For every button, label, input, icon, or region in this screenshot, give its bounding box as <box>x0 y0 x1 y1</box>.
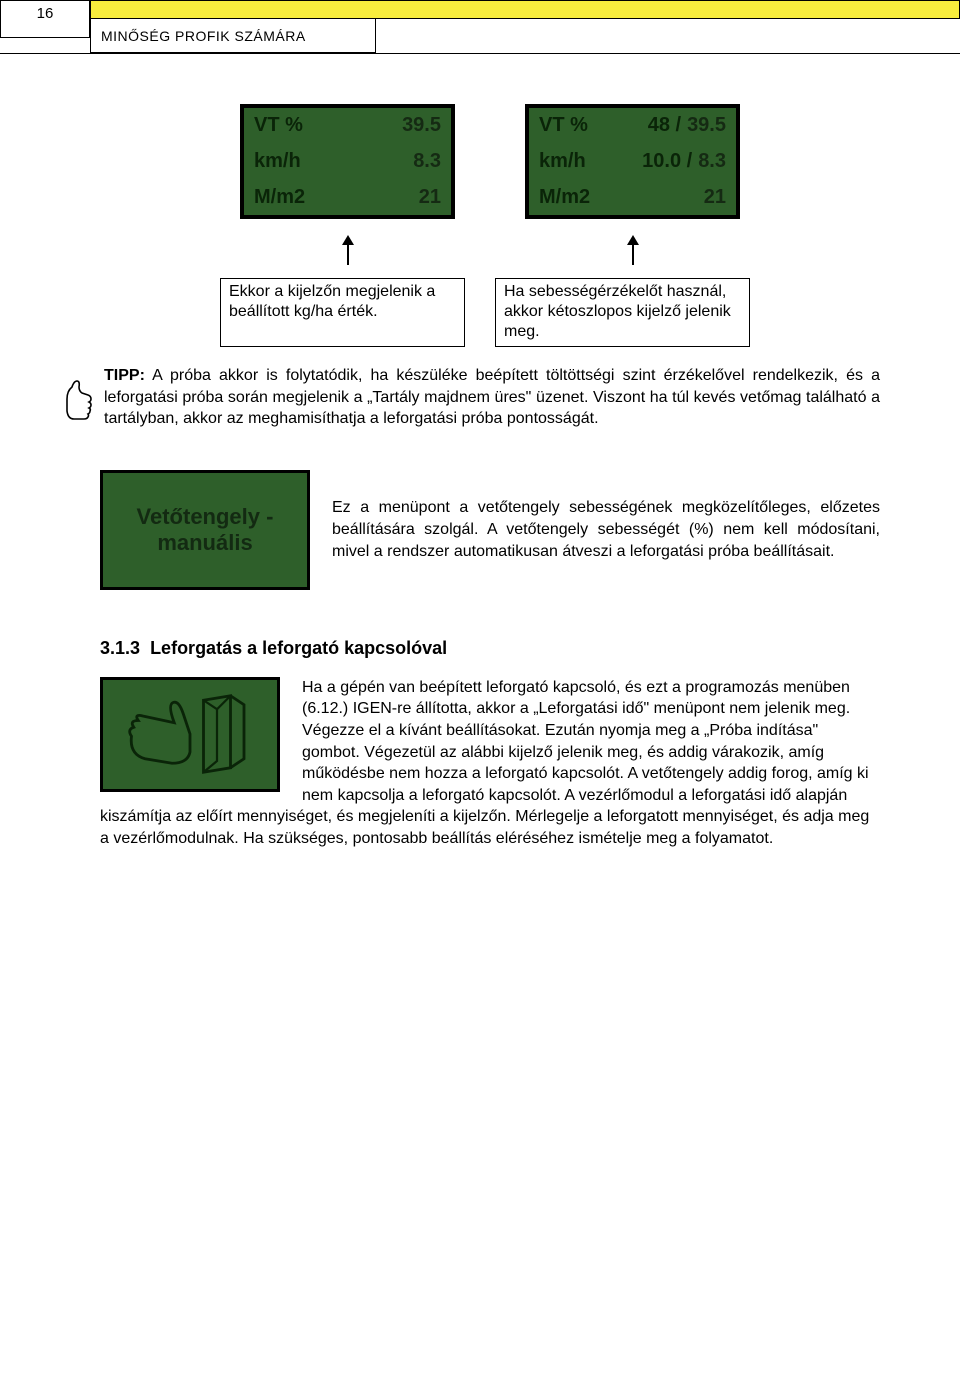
lcd-row: VT % 39.5 km/h 8.3 M/m2 21 VT % 48 / 39.… <box>100 104 880 219</box>
switch-icon-box <box>100 677 280 792</box>
arrow-up-icon <box>625 235 641 265</box>
section-body: Ha a gépén van beépített leforgató kapcs… <box>60 677 880 850</box>
header-right: MINŐSÉG PROFIK SZÁMÁRA <box>90 0 960 53</box>
lcd-left-r1-label: VT % <box>254 114 303 137</box>
page-number: 16 <box>0 0 90 38</box>
page-header: 16 MINŐSÉG PROFIK SZÁMÁRA <box>0 0 960 54</box>
subtitle-text: MINŐSÉG PROFIK SZÁMÁRA <box>101 28 306 44</box>
subtitle-row: MINŐSÉG PROFIK SZÁMÁRA <box>90 19 960 53</box>
menubox-line1: Vetőtengely - <box>137 504 274 529</box>
lcd-right: VT % 48 / 39.5 km/h 10.0 / 8.3 M/m2 21 <box>525 104 740 219</box>
arrow-left <box>240 235 455 272</box>
thumb-up-icon <box>60 377 96 425</box>
arrow-right <box>525 235 740 272</box>
lcd-right-r2-label: km/h <box>539 150 586 173</box>
hand-switch-icon <box>120 689 260 779</box>
caption-row: Ekkor a kijelzőn megjelenik a beállított… <box>90 278 880 347</box>
arrow-up-icon <box>340 235 356 265</box>
caption-right: Ha sebességérzékelőt használ, akkor kéto… <box>495 278 750 347</box>
caption-left: Ekkor a kijelzőn megjelenik a beállított… <box>220 278 465 347</box>
lcd-right-r2-v2: 8.3 <box>698 150 726 173</box>
caption-right-text: Ha sebességérzékelőt használ, akkor kéto… <box>504 283 731 340</box>
lcd-left-r1-value: 39.5 <box>402 114 441 137</box>
lcd-left-r2-label: km/h <box>254 150 301 173</box>
caption-left-text: Ekkor a kijelzőn megjelenik a beállított… <box>229 283 435 320</box>
lcd-right-r1-v2: 39.5 <box>687 114 726 137</box>
lcd-right-r3-value: 21 <box>704 186 726 209</box>
arrows-row <box>100 235 880 272</box>
subtitle: MINŐSÉG PROFIK SZÁMÁRA <box>90 19 376 53</box>
switch-paragraph: Ha a gépén van beépített leforgató kapcs… <box>100 677 880 850</box>
lcd-right-r2-v1: 10.0 / <box>642 150 692 173</box>
lcd-right-r1-v1: 48 / <box>648 114 681 137</box>
section-number: 3.1.3 <box>100 638 140 658</box>
lcd-right-r1-label: VT % <box>539 114 588 137</box>
lcd-left-r3-label: M/m2 <box>254 186 305 209</box>
lcd-right-r3-label: M/m2 <box>539 186 590 209</box>
section-heading: 3.1.3 Leforgatás a leforgató kapcsolóval <box>60 638 880 659</box>
lcd-left: VT % 39.5 km/h 8.3 M/m2 21 <box>240 104 455 219</box>
menubox: Vetőtengely - manuális <box>100 470 310 590</box>
tipp-label: TIPP: <box>104 367 145 384</box>
lcd-left-r2-value: 8.3 <box>413 150 441 173</box>
menubox-line2: manuális <box>157 530 252 555</box>
lcd-left-r3-value: 21 <box>419 186 441 209</box>
tipp-text: TIPP: A próba akkor is folytatódik, ha k… <box>104 365 880 430</box>
tipp-body: A próba akkor is folytatódik, ha készülé… <box>104 367 880 427</box>
page-number-value: 16 <box>37 5 54 22</box>
menubox-row: Vetőtengely - manuális Ez a menüpont a v… <box>60 470 880 590</box>
menubox-description: Ez a menüpont a vetőtengely sebességének… <box>332 497 880 562</box>
tipp-block: TIPP: A próba akkor is folytatódik, ha k… <box>60 365 880 430</box>
content: VT % 39.5 km/h 8.3 M/m2 21 VT % 48 / 39.… <box>0 54 960 910</box>
yellow-bar <box>90 0 960 19</box>
section-title: Leforgatás a leforgató kapcsolóval <box>150 638 447 658</box>
